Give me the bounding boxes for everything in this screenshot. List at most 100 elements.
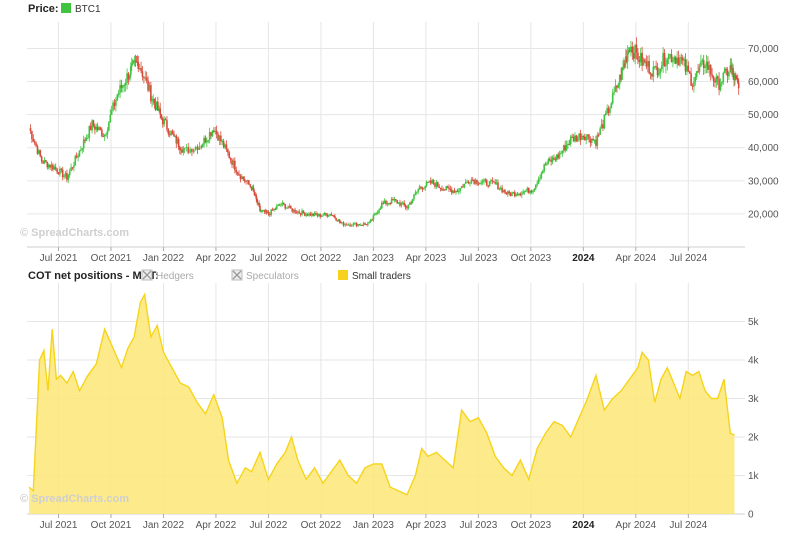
candle-body: [138, 68, 141, 70]
candle-body: [323, 213, 326, 216]
candle-body: [736, 78, 738, 80]
candle-body: [135, 61, 138, 63]
candle-body: [229, 158, 232, 160]
candle-body: [579, 133, 582, 140]
candle-body: [502, 189, 505, 193]
candle-body: [477, 183, 480, 185]
candle-body: [684, 59, 687, 72]
candle-body: [506, 191, 509, 195]
candle-body: [581, 136, 583, 140]
price-y-tick-label: 40,000: [748, 143, 779, 154]
candle-body: [691, 85, 694, 87]
candle-body: [152, 98, 154, 100]
candle-body: [730, 65, 733, 70]
price-x-tick-label: Oct 2023: [511, 253, 552, 264]
price-y-tick-label: 50,000: [748, 110, 779, 121]
candle-body: [294, 209, 296, 213]
candle-body: [429, 180, 432, 184]
price-x-tick-label: Jul 2021: [40, 253, 78, 264]
candle-body: [585, 136, 587, 141]
candle-body: [304, 213, 306, 216]
watermark-price: © SpreadCharts.com: [20, 227, 129, 239]
candle-body: [515, 194, 517, 197]
candle-body: [221, 141, 224, 143]
candle-body: [378, 209, 380, 213]
cot-legend: COT net positions - MBT: Hedgers Specula…: [28, 269, 411, 282]
candle-body: [292, 209, 295, 212]
candle-body: [113, 102, 116, 106]
cot-x-tick-label: Jul 2022: [250, 520, 288, 531]
candle-body: [158, 108, 160, 111]
candle-body: [638, 60, 641, 63]
candle-body: [250, 186, 253, 190]
candle-body: [660, 65, 663, 70]
hedgers-legend-label[interactable]: Hedgers: [156, 271, 194, 282]
candle-body: [281, 202, 284, 205]
candle-body: [427, 181, 429, 183]
hedgers-legend-item[interactable]: Hedgers: [141, 269, 194, 282]
candle-body: [258, 203, 260, 207]
candle-body: [98, 127, 100, 131]
candle-body: [589, 139, 592, 143]
candle-body: [543, 164, 545, 172]
candle-body: [365, 224, 368, 226]
price-y-axis: 20,000 30,000 40,000 50,000 60,000 70,000: [748, 44, 779, 220]
candle-body: [509, 193, 512, 196]
btc1-legend-label[interactable]: BTC1: [75, 4, 101, 15]
candle-body: [529, 190, 531, 193]
candle-body: [578, 133, 580, 138]
candle-body: [204, 137, 207, 143]
candle-body: [312, 213, 315, 216]
candle-body: [218, 135, 221, 141]
btc1-legend-swatch[interactable]: [61, 3, 71, 13]
candle-body: [60, 168, 63, 170]
speculators-legend-label[interactable]: Speculators: [246, 271, 299, 282]
candle-body: [245, 180, 247, 182]
candle-body: [474, 179, 477, 184]
candle-body: [187, 147, 189, 153]
candle-body: [59, 168, 61, 175]
candle-body: [568, 143, 571, 145]
candle-body: [137, 61, 140, 69]
candle-body: [335, 217, 337, 221]
candle-body: [145, 77, 148, 81]
speculators-legend-item[interactable]: Speculators: [231, 269, 299, 282]
candle-body: [533, 188, 536, 192]
candle-body: [635, 44, 638, 53]
cot-x-tick-label: Jan 2022: [143, 520, 185, 531]
candle-body: [673, 57, 676, 61]
candle-body: [157, 101, 159, 111]
candle-body: [732, 68, 734, 75]
candle-body: [362, 223, 365, 226]
candle-body: [530, 190, 533, 193]
candle-body: [170, 131, 172, 135]
candle-body: [681, 57, 684, 61]
small-traders-legend-item[interactable]: Small traders: [338, 270, 411, 282]
candle-body: [234, 160, 236, 170]
candle-body: [110, 110, 113, 115]
candle-body: [609, 108, 611, 113]
candle-body: [102, 136, 105, 138]
candle-body: [590, 138, 593, 143]
candle-body: [718, 78, 720, 90]
price-x-tick-label: Jan 2023: [353, 253, 395, 264]
small-traders-swatch[interactable]: [338, 270, 348, 280]
candle-body: [246, 180, 249, 182]
candle-body: [459, 188, 461, 192]
candle-body: [178, 146, 181, 150]
candle-body: [133, 60, 136, 62]
price-x-tick-label: Jul 2023: [459, 253, 497, 264]
small-traders-legend-label[interactable]: Small traders: [352, 271, 411, 282]
candle-body: [400, 203, 403, 206]
candle-body: [123, 85, 126, 87]
candle-body: [36, 146, 39, 154]
candle-body: [603, 114, 606, 129]
candle-body: [361, 224, 364, 226]
candle-body: [481, 181, 484, 183]
candle-body: [686, 65, 688, 72]
candle-body: [350, 225, 353, 227]
candle-body: [634, 44, 636, 59]
candle-body: [452, 190, 454, 193]
candle-body: [588, 134, 590, 140]
